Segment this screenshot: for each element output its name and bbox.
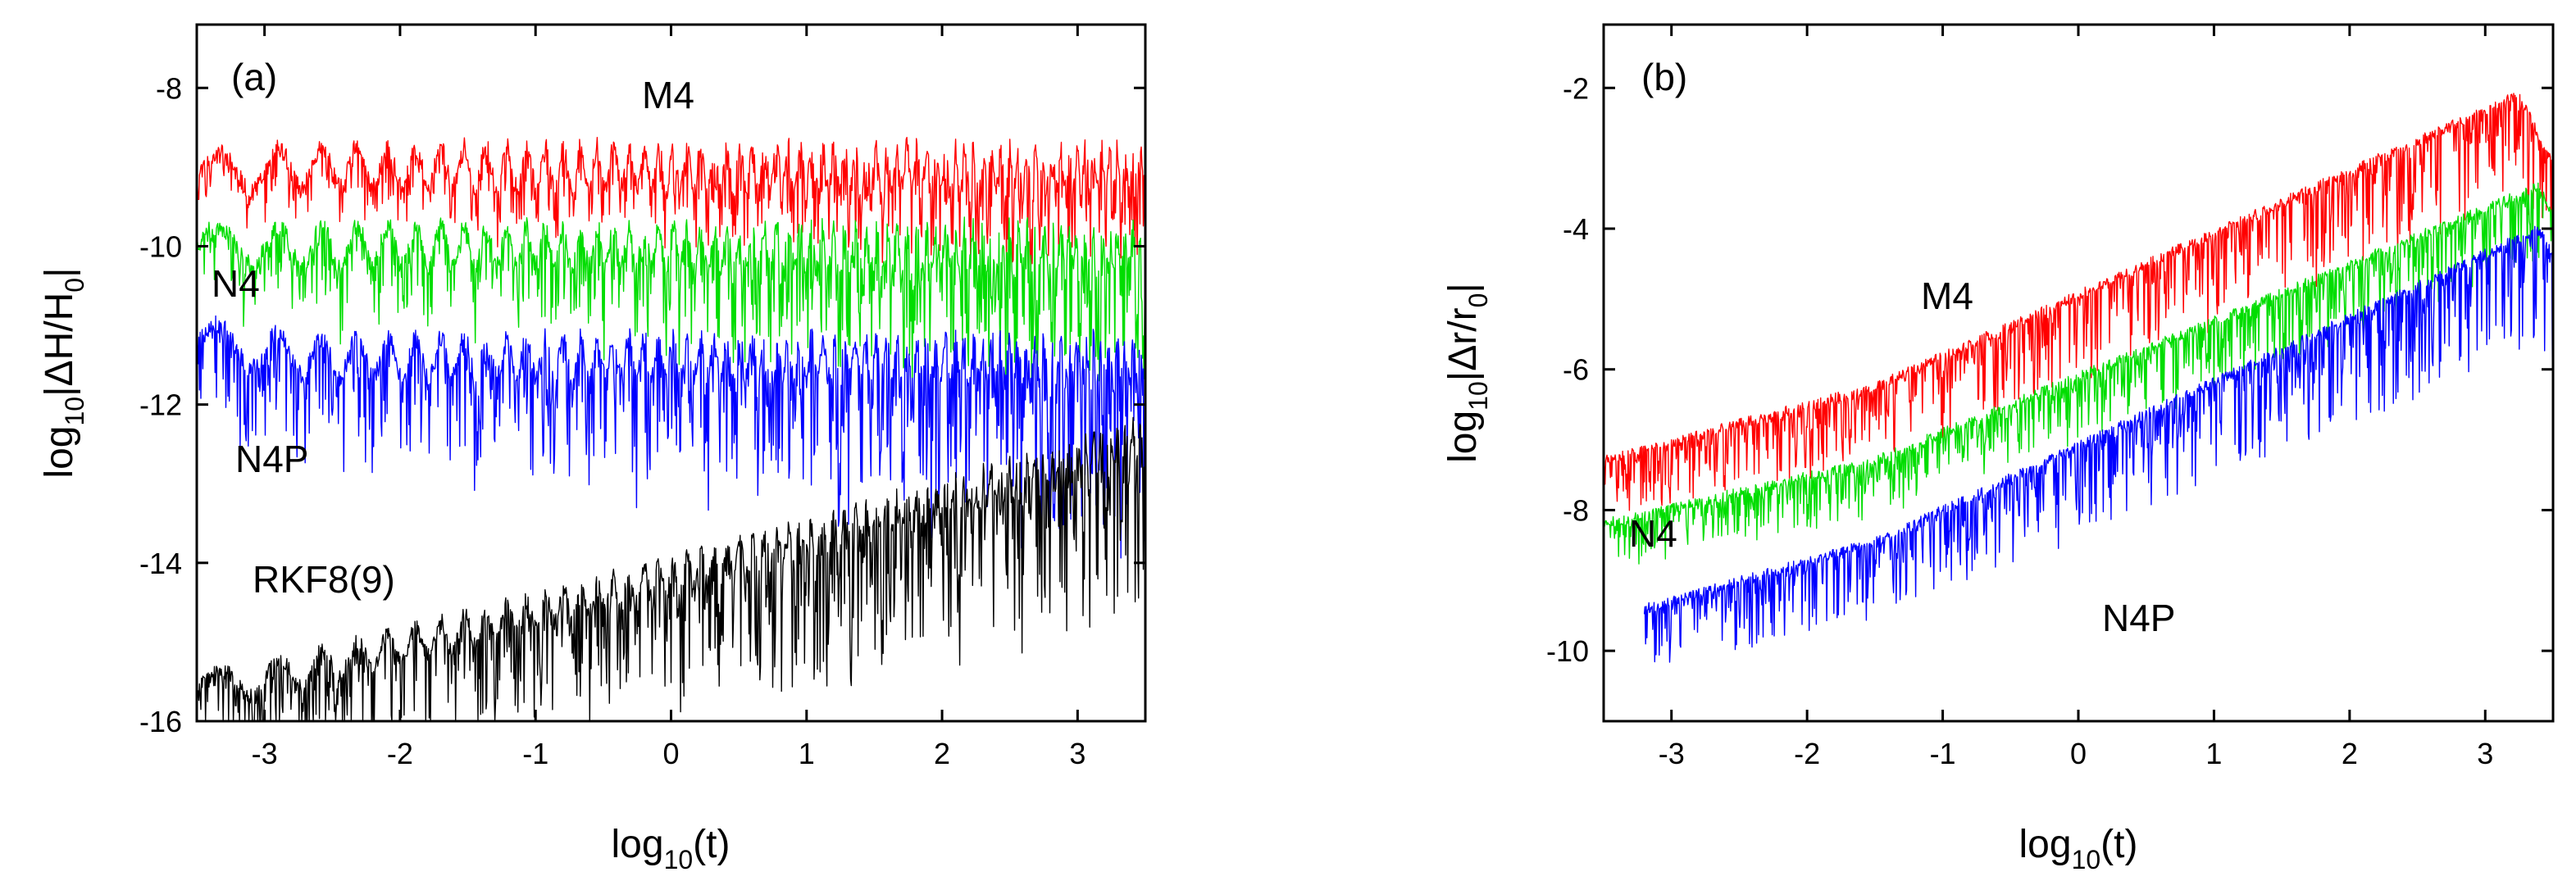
panel-b-ytick-label: -8 [1563, 493, 1589, 527]
panel-a-xtick-label: -2 [387, 737, 413, 770]
panel-a-xtick-label: 3 [1069, 737, 1085, 770]
panel-b-ytick-label: -4 [1563, 212, 1589, 246]
panel-b-ylabel: log10|Δr/r0| [1441, 283, 1493, 463]
panel-a-series [196, 136, 1146, 722]
panel-b-series [1603, 93, 2554, 663]
panel-a-xtick-label: 2 [934, 737, 950, 770]
panel-b-series-n4p [1643, 225, 2554, 663]
panel-a-label-n4p: N4P [235, 438, 308, 480]
panel-b-xtick-label: 3 [2477, 737, 2493, 770]
panel-b: -3 -2 -1 0 1 2 3-2-4-6-8-10 (b) M4 N4 N4P log1… [1441, 23, 2555, 874]
panel-a-series-n4 [196, 216, 1146, 385]
panel-a-series-m4 [196, 136, 1146, 270]
panel-a-series-rkf89 [196, 416, 1146, 722]
panel-b-label-n4: N4 [1629, 512, 1677, 555]
panel-b-xtick-label: 1 [2205, 737, 2222, 770]
panel-a-label-rkf89: RKF8(9) [253, 558, 395, 601]
panel-b-ytick-label: -6 [1563, 353, 1589, 387]
panel-a-ytick-label: -16 [139, 705, 182, 738]
panel-b-ytick-label: -10 [1546, 634, 1589, 668]
panel-a-ytick-label: -14 [139, 547, 182, 580]
panel-a-xtick-label: -1 [522, 737, 548, 770]
panel-a-xtick-label: 0 [662, 737, 679, 770]
panel-a-ytick-label: -8 [156, 71, 182, 105]
panel-b-series-m4 [1603, 93, 2554, 511]
panel-a-label: (a) [231, 56, 277, 98]
panel-b-xtick-label: -1 [1930, 737, 1956, 770]
panel-a-xtick-label: 1 [799, 737, 815, 770]
panel-a-ylabel: log10|ΔH/H0| [38, 267, 89, 478]
panel-b-axes-frame [1602, 23, 2555, 723]
panel-b-label-n4p: N4P [2102, 597, 2175, 639]
panel-b-ytick-label: -2 [1563, 71, 1589, 105]
panel-b-series-n4 [1603, 182, 2554, 565]
panel-a-label-n4: N4 [212, 262, 260, 305]
panel-a-xtick-label: -3 [252, 737, 278, 770]
panel-a-xlabel: log10(t) [612, 823, 730, 874]
panel-b-xtick-label: 0 [2070, 737, 2087, 770]
panel-a-label-m4: M4 [642, 74, 694, 116]
panel-b-xtick-label: 2 [2342, 737, 2358, 770]
panel-b-label: (b) [1641, 56, 1687, 98]
panel-a-ytick-label: -10 [139, 229, 182, 263]
panel-b-xtick-label: -3 [1659, 737, 1685, 770]
panel-b-xlabel: log10(t) [2019, 823, 2138, 874]
panel-b-xtick-label: -2 [1794, 737, 1820, 770]
panel-b-label-m4: M4 [1921, 275, 1973, 317]
panel-a: -3 -2 -1 0 1 2 3-8-10-12-14-16 (a) M4 N4 N4P R… [38, 23, 1147, 874]
panel-a-ytick-label: -12 [139, 388, 182, 422]
panel-a-ticks: -3 -2 -1 0 1 2 3-8-10-12-14-16 [139, 25, 1145, 770]
panel-a-series-n4p [196, 315, 1146, 559]
panel-b-ticks: -3 -2 -1 0 1 2 3-2-4-6-8-10 [1546, 25, 2553, 770]
